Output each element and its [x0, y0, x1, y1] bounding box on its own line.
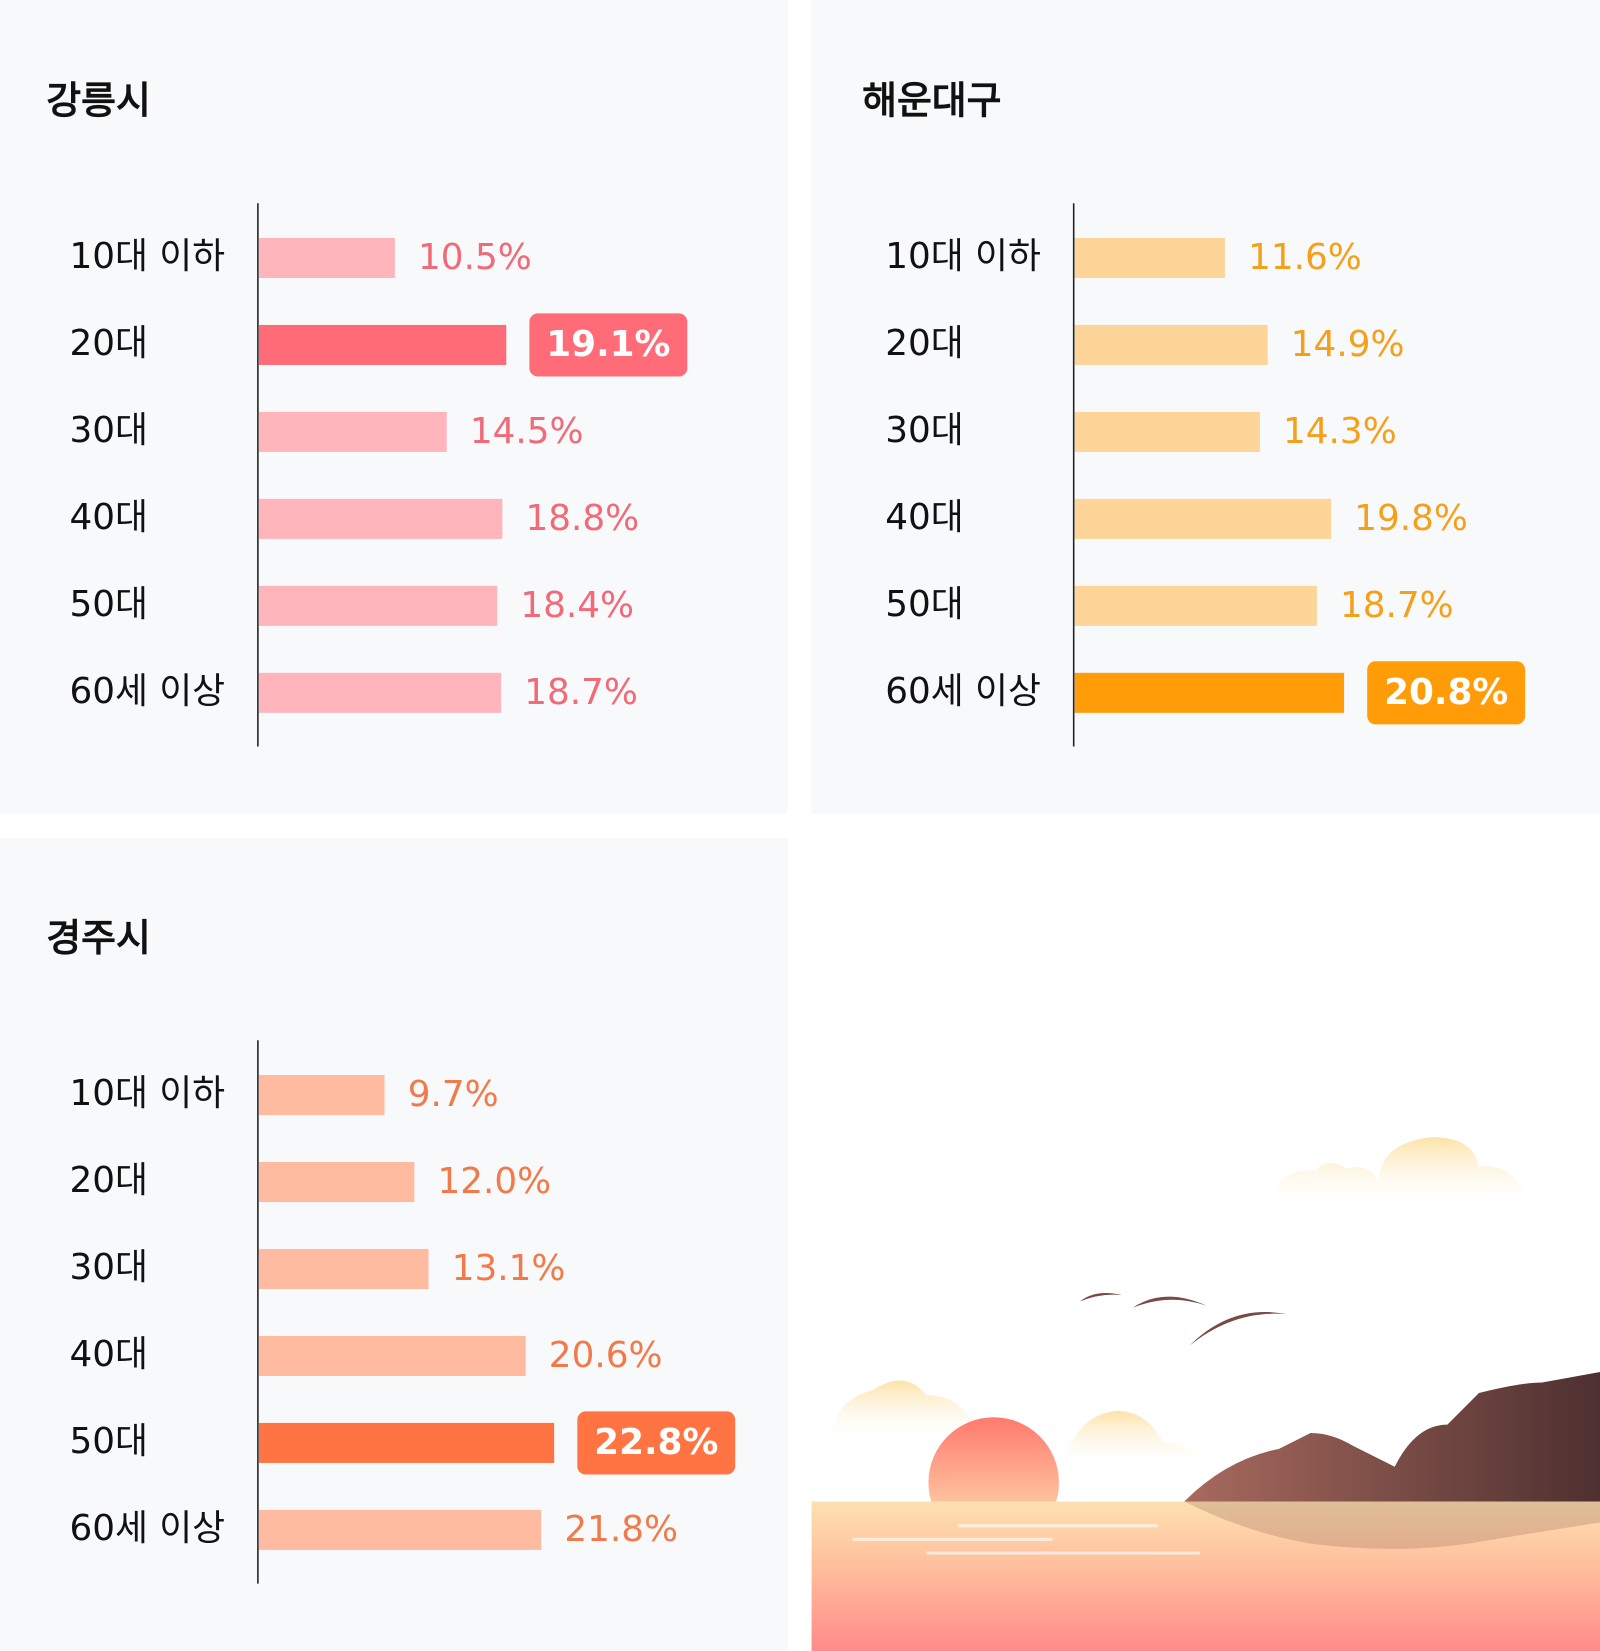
category-label: 60세 이상 — [69, 1508, 225, 1549]
bar — [1074, 237, 1225, 278]
value-label: 18.8% — [526, 498, 640, 539]
value-label: 9.7% — [408, 1074, 499, 1115]
value-label: 20.8% — [1384, 672, 1508, 713]
bar — [1074, 411, 1260, 452]
category-label: 10대 이하 — [69, 236, 225, 277]
value-label: 18.4% — [520, 585, 634, 626]
category-label: 20대 — [69, 1160, 147, 1201]
value-label: 11.6% — [1248, 237, 1362, 278]
category-label: 30대 — [69, 1247, 147, 1288]
value-badge — [1367, 661, 1526, 725]
value-label: 14.3% — [1283, 411, 1397, 452]
chart-title: 해운대구 — [862, 79, 1001, 123]
value-label: 19.1% — [546, 324, 670, 365]
value-label: 18.7% — [524, 672, 638, 713]
category-label: 50대 — [69, 584, 147, 625]
bar — [258, 1248, 429, 1290]
value-label: 20.6% — [549, 1335, 663, 1376]
category-label: 20대 — [885, 323, 963, 364]
value-badge — [529, 313, 688, 377]
value-label: 21.8% — [564, 1509, 678, 1550]
bar — [258, 324, 507, 365]
value-badge — [577, 1411, 736, 1475]
bar — [258, 237, 395, 278]
category-label: 50대 — [69, 1421, 147, 1462]
category-label: 30대 — [69, 410, 147, 451]
category-label: 30대 — [885, 410, 963, 451]
value-label: 13.1% — [452, 1248, 566, 1289]
bar — [1074, 324, 1268, 365]
chart-title: 경주시 — [46, 916, 151, 960]
bar — [258, 1075, 385, 1116]
value-label: 18.7% — [1340, 585, 1454, 626]
value-label: 22.8% — [594, 1422, 718, 1463]
bar — [258, 672, 502, 713]
value-label: 12.0% — [437, 1161, 551, 1202]
illustration — [811, 1137, 1600, 1651]
category-label: 60세 이상 — [69, 671, 225, 712]
bar — [258, 585, 498, 626]
category-label: 40대 — [885, 497, 963, 538]
category-label: 40대 — [69, 1334, 147, 1375]
bar — [258, 411, 447, 452]
value-label: 19.8% — [1354, 498, 1468, 539]
bar — [258, 498, 503, 539]
category-label: 50대 — [885, 584, 963, 625]
category-label: 10대 이하 — [885, 236, 1041, 277]
bar — [1074, 672, 1345, 713]
bar — [258, 1162, 415, 1203]
bar — [1074, 498, 1332, 539]
category-label: 10대 이하 — [69, 1073, 225, 1114]
bar — [258, 1422, 555, 1463]
value-label: 10.5% — [418, 237, 532, 278]
value-label: 14.5% — [470, 411, 584, 452]
category-label: 40대 — [69, 497, 147, 538]
category-label: 20대 — [69, 323, 147, 364]
bar — [258, 1335, 526, 1376]
category-label: 60세 이상 — [885, 671, 1041, 712]
value-label: 14.9% — [1291, 324, 1405, 365]
bar — [258, 1509, 542, 1550]
bar — [1074, 585, 1317, 626]
chart-title: 강릉시 — [46, 79, 151, 123]
